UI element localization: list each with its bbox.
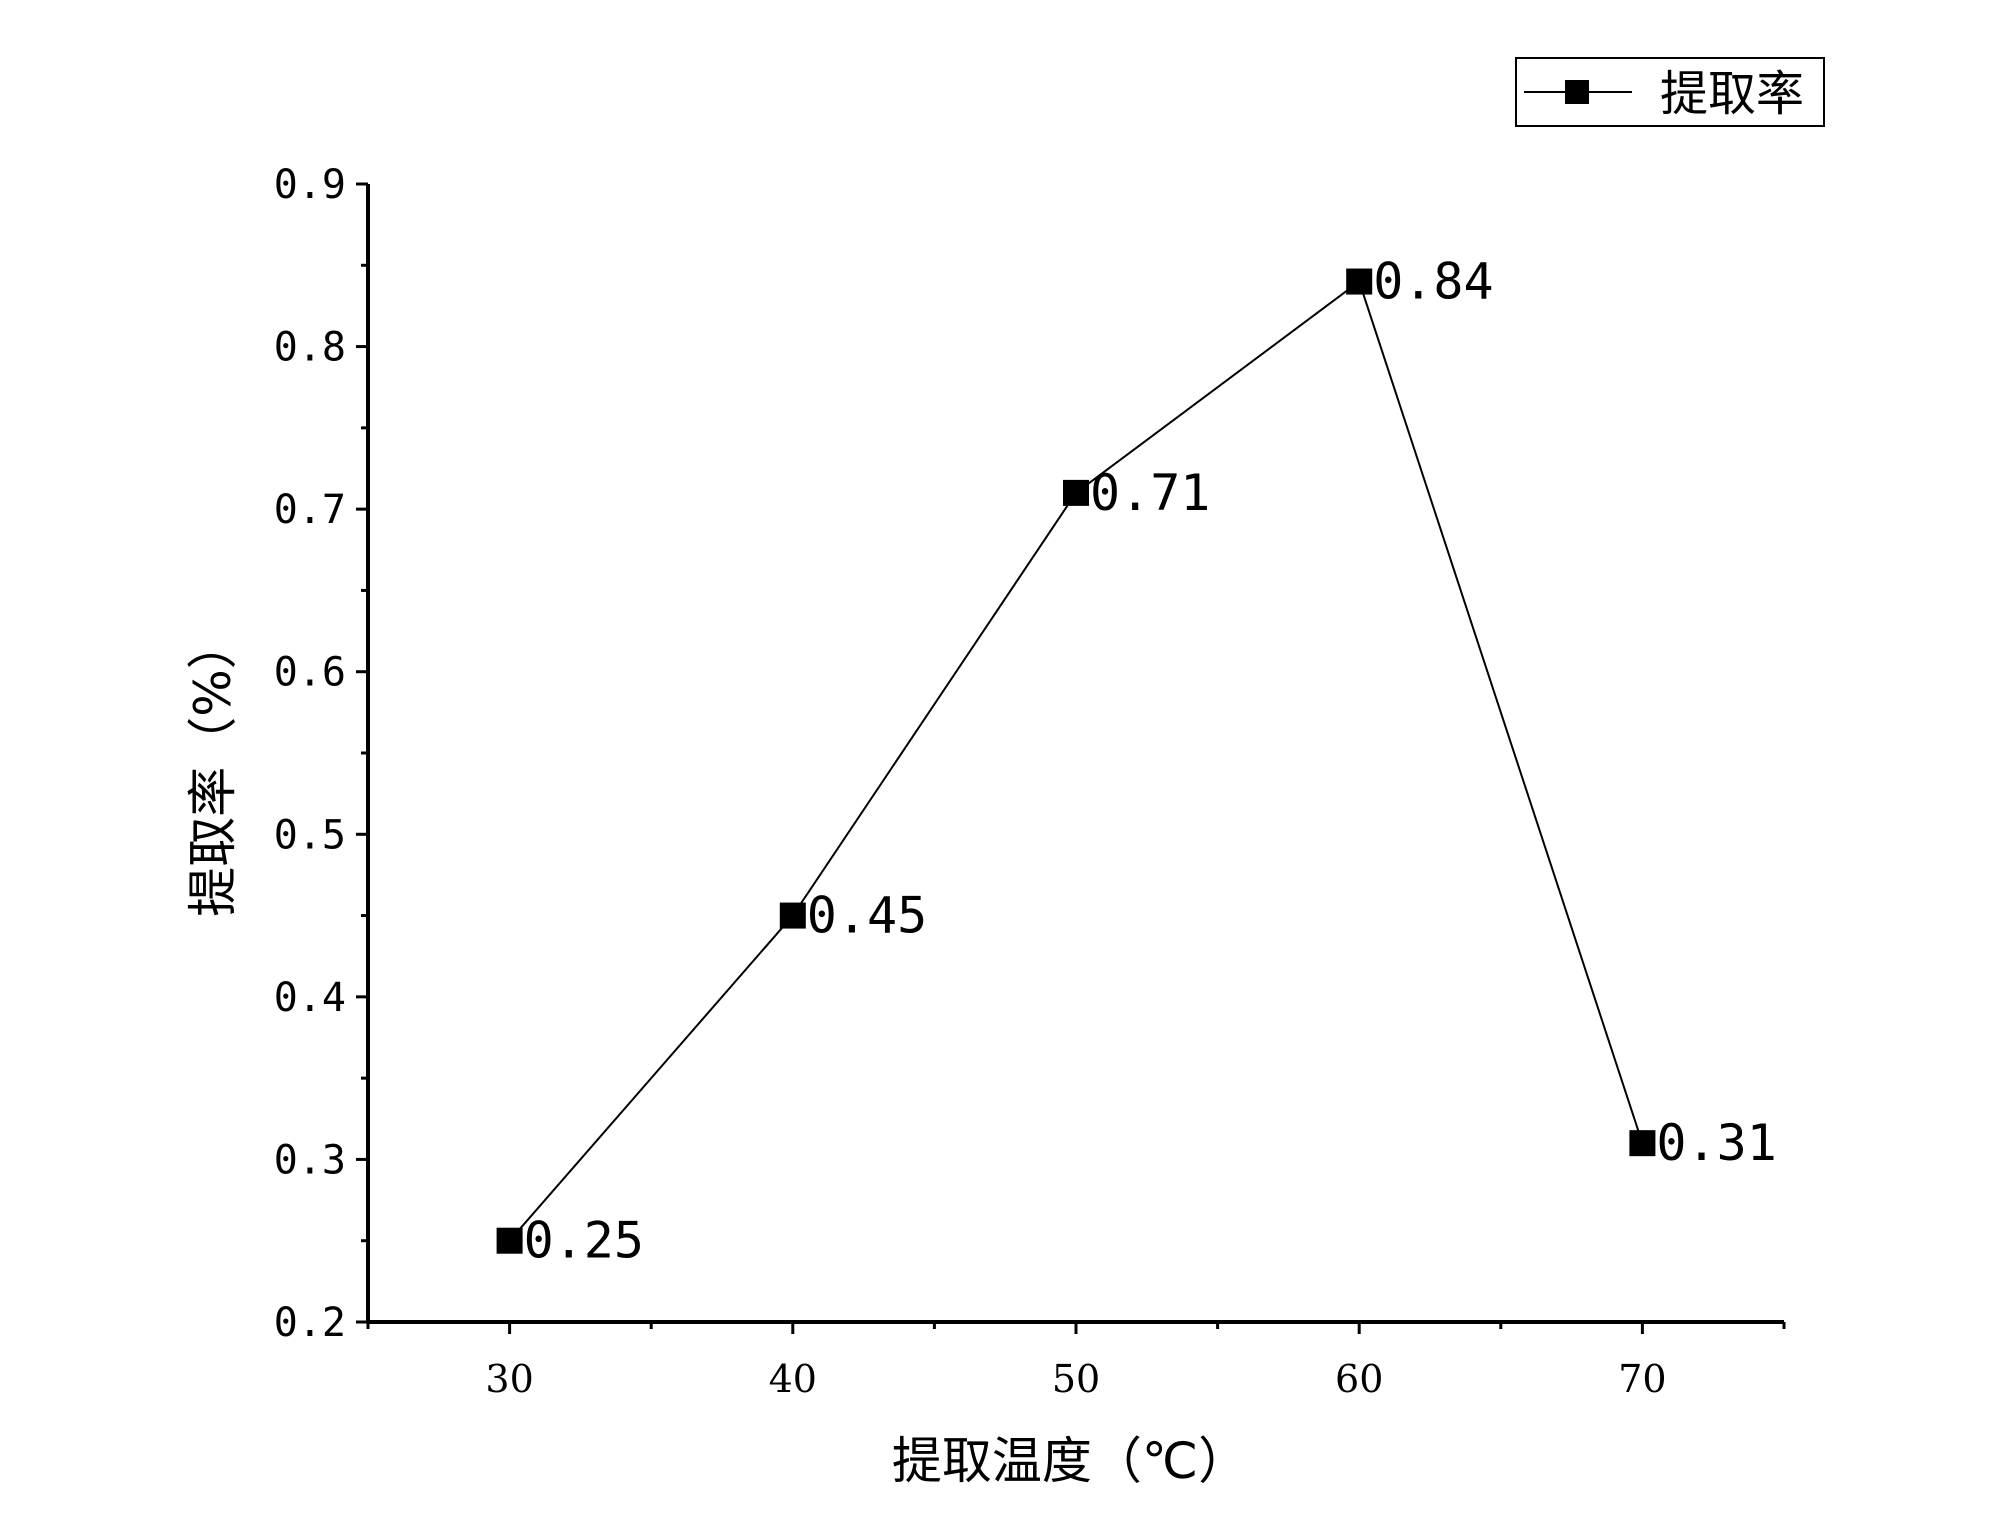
data-label: 0.25: [524, 1212, 644, 1270]
y-tick-label: 0.5: [274, 812, 346, 858]
y-tick-label: 0.7: [274, 487, 346, 533]
data-label: 0.45: [807, 887, 927, 945]
legend-marker-icon: [1565, 80, 1589, 104]
axes: [366, 184, 1784, 1324]
x-tick-label: 60: [1335, 1357, 1383, 1401]
data-label: 0.71: [1090, 464, 1210, 522]
data-labels: 0.25 0.45 0.71 0.84 0.31: [524, 253, 1777, 1270]
y-tick-label: 0.3: [274, 1137, 346, 1183]
data-point-marker: [1346, 268, 1373, 295]
y-axis-ticks: 0.2 0.3 0.4 0.5 0.6 0.7 0.8 0.9: [274, 162, 368, 1346]
data-point-marker: [779, 902, 806, 929]
legend-label: 提取率: [1660, 66, 1804, 122]
data-label: 0.84: [1373, 253, 1493, 311]
x-tick-label: 30: [485, 1357, 533, 1401]
y-tick-label: 0.2: [274, 1300, 346, 1346]
data-point-marker: [496, 1227, 523, 1254]
x-tick-label: 50: [1052, 1357, 1100, 1401]
data-point-marker: [1629, 1130, 1656, 1157]
legend: 提取率: [1515, 57, 1825, 127]
series-line: [508, 279, 1644, 1242]
y-tick-label: 0.4: [274, 975, 346, 1021]
data-point-marker: [1063, 479, 1089, 506]
x-tick-label: 40: [769, 1357, 817, 1401]
x-axis-ticks: 30 40 50 60 70: [366, 1322, 1786, 1401]
y-tick-label: 0.8: [274, 325, 346, 371]
x-tick-label: 70: [1618, 1357, 1666, 1401]
series-group: [496, 268, 1656, 1254]
data-label: 0.31: [1656, 1114, 1776, 1172]
y-axis-title: 提取率（%）: [184, 619, 242, 917]
x-axis-title: 提取温度（℃）: [892, 1432, 1248, 1490]
y-tick-label: 0.9: [274, 162, 346, 208]
y-tick-label: 0.6: [274, 650, 346, 696]
